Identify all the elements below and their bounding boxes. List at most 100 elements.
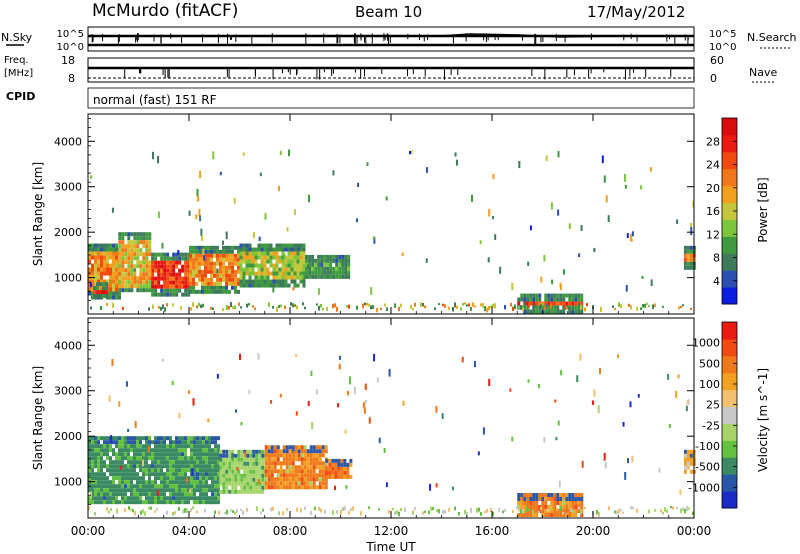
power-cell	[335, 274, 339, 279]
velocity-cell	[151, 440, 154, 445]
velocity-cell	[246, 457, 250, 462]
velocity-cell	[532, 493, 536, 497]
velocity-cell	[332, 510, 334, 516]
velocity-cell	[577, 493, 581, 497]
velocity-cell	[214, 510, 216, 515]
velocity-cell	[435, 483, 438, 488]
power-cell	[624, 174, 627, 182]
velocity-cell	[675, 390, 678, 399]
velocity-cell	[616, 354, 619, 359]
velocity-cell	[596, 509, 598, 515]
velocity-cell	[94, 456, 97, 461]
power-cell	[118, 272, 122, 277]
velocity-cell	[148, 496, 151, 501]
power-cell	[251, 267, 255, 272]
power-cell	[290, 271, 294, 276]
velocity-cell	[199, 476, 202, 481]
power-cell	[172, 276, 176, 281]
power-cell	[532, 297, 536, 302]
velocity-cell	[565, 501, 569, 505]
power-cell	[281, 275, 285, 280]
velocity-ylabel: Slant Range [km]	[31, 366, 45, 470]
velocity-cell	[160, 436, 163, 441]
power-cell	[93, 290, 97, 295]
velocity-cell	[318, 481, 322, 486]
velocity-cell	[422, 511, 424, 515]
velocity-cell	[682, 507, 684, 511]
velocity-cell	[181, 444, 184, 449]
power-cell	[163, 288, 167, 293]
velocity-cell	[689, 461, 693, 466]
velocity-cell	[325, 474, 329, 479]
velocity-cell	[577, 497, 581, 501]
power-cell	[201, 269, 204, 274]
velocity-cell	[565, 497, 569, 501]
power-cell	[109, 263, 112, 268]
velocity-cell	[321, 473, 325, 478]
velocity-cell	[225, 489, 229, 494]
power-cell	[248, 279, 252, 284]
velocity-cell	[118, 464, 121, 469]
velocity-cell	[208, 460, 211, 465]
power-ytick-label: 4000	[54, 135, 82, 148]
velocity-cell	[136, 476, 139, 481]
power-cell	[574, 309, 578, 314]
velocity-cell	[689, 457, 693, 462]
velocity-cell	[166, 468, 169, 473]
velocity-cell	[288, 449, 292, 454]
power-cell	[293, 271, 297, 276]
velocity-cell	[151, 460, 154, 465]
velocity-cell	[249, 481, 253, 486]
power-cell	[201, 235, 204, 241]
velocity-cell	[214, 456, 217, 461]
velocity-cell	[279, 477, 283, 482]
power-cell	[109, 243, 112, 248]
power-cell	[272, 267, 276, 272]
power-cell	[151, 256, 155, 261]
velocity-cell	[318, 473, 322, 478]
power-cell	[242, 255, 246, 260]
velocity-cell	[279, 481, 283, 486]
velocity-cell	[103, 436, 106, 441]
velocity-cell	[309, 461, 313, 466]
velocity-cell	[214, 488, 217, 493]
velocity-cell	[246, 507, 248, 512]
velocity-cell	[178, 496, 181, 501]
power-cell	[189, 245, 192, 250]
power-cell	[118, 256, 122, 261]
power-ytick-label: 2000	[54, 226, 82, 239]
velocity-cell	[97, 484, 100, 489]
velocity-cell	[237, 457, 241, 462]
power-cell	[130, 252, 134, 257]
velocity-cell	[219, 481, 223, 486]
power-cell	[213, 269, 216, 274]
power-cell	[145, 268, 149, 273]
velocity-cell	[163, 448, 166, 453]
velocity-cell	[553, 513, 557, 517]
velocity-cell	[187, 496, 190, 501]
power-cell	[628, 303, 630, 307]
velocity-cell	[258, 469, 262, 474]
velocity-cell	[219, 453, 223, 458]
power-cell	[142, 252, 146, 257]
power-cell	[157, 284, 161, 289]
velocity-cell	[255, 457, 259, 462]
velocity-cell	[267, 485, 271, 490]
nsky-label: N.Sky	[1, 31, 33, 44]
power-cell	[284, 305, 286, 309]
power-cell	[234, 305, 236, 310]
velocity-cell	[279, 465, 283, 470]
power-cell	[231, 249, 234, 254]
power-cell	[237, 257, 240, 262]
power-cell	[578, 302, 580, 308]
velocity-cell	[151, 448, 154, 453]
power-cell	[139, 232, 143, 237]
power-colorbar-tick: 12	[706, 228, 720, 241]
velocity-cell	[246, 465, 250, 470]
velocity-cell	[679, 489, 682, 495]
velocity-cell	[141, 459, 144, 467]
power-cell	[625, 285, 628, 292]
velocity-cell	[157, 448, 160, 453]
power-cell	[201, 257, 204, 262]
